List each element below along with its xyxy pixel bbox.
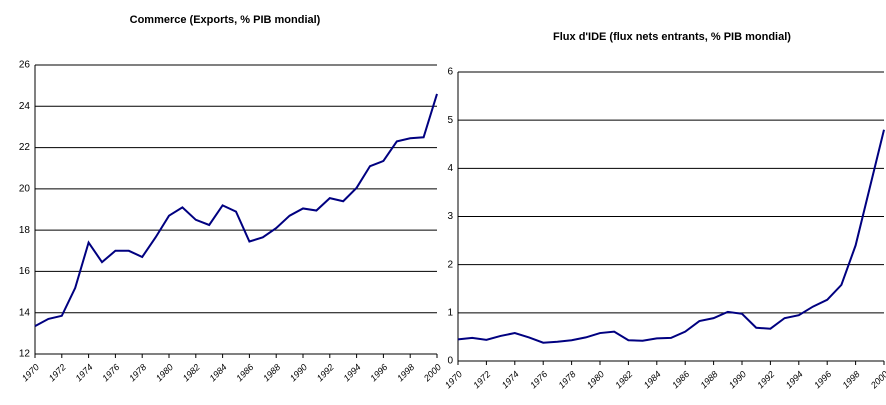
x-tick-label: 1978 bbox=[556, 369, 577, 390]
x-tick-label: 1974 bbox=[500, 369, 521, 390]
x-tick-label: 2000 bbox=[868, 369, 886, 391]
x-tick-label: 1980 bbox=[154, 362, 175, 383]
x-tick-label: 1970 bbox=[20, 362, 41, 383]
x-tick-label: 1972 bbox=[471, 369, 492, 390]
y-tick-label: 20 bbox=[19, 183, 31, 194]
y-tick-label: 4 bbox=[447, 163, 453, 174]
x-tick-label: 1972 bbox=[47, 362, 68, 383]
x-tick-label: 1982 bbox=[613, 369, 634, 390]
data-line bbox=[34, 93, 438, 328]
y-tick-label: 5 bbox=[447, 115, 453, 126]
x-tick-label: 1990 bbox=[727, 369, 748, 390]
y-tick-label: 14 bbox=[19, 307, 31, 318]
x-tick-label: 1984 bbox=[207, 362, 228, 383]
x-tick-label: 1996 bbox=[812, 369, 833, 390]
x-tick-label: 1986 bbox=[234, 362, 255, 383]
y-tick-label: 18 bbox=[19, 225, 31, 236]
x-tick-label: 1978 bbox=[127, 362, 148, 383]
y-tick-label: 3 bbox=[447, 211, 453, 222]
x-tick-label: 1980 bbox=[585, 369, 606, 390]
y-tick-label: 26 bbox=[19, 60, 31, 71]
x-tick-label: 1986 bbox=[670, 369, 691, 390]
x-tick-label: 1976 bbox=[100, 362, 121, 383]
chart-title: Flux d'IDE (flux nets entrants, % PIB mo… bbox=[553, 31, 791, 43]
x-tick-label: 1996 bbox=[368, 362, 389, 383]
x-tick-label: 2000 bbox=[421, 362, 443, 384]
y-tick-label: 22 bbox=[19, 142, 31, 153]
y-tick-label: 16 bbox=[19, 266, 31, 277]
x-tick-label: 1990 bbox=[288, 362, 309, 383]
y-tick-label: 24 bbox=[19, 101, 31, 112]
x-tick-label: 1970 bbox=[443, 369, 464, 390]
x-tick-label: 1992 bbox=[755, 369, 776, 390]
x-tick-label: 1994 bbox=[784, 369, 805, 390]
x-tick-label: 1998 bbox=[395, 362, 416, 383]
y-tick-label: 6 bbox=[447, 67, 453, 78]
x-tick-label: 1988 bbox=[261, 362, 282, 383]
y-tick-label: 1 bbox=[447, 307, 453, 318]
x-tick-label: 1988 bbox=[698, 369, 719, 390]
x-tick-label: 1976 bbox=[528, 369, 549, 390]
data-line bbox=[457, 129, 885, 344]
y-tick-label: 2 bbox=[447, 259, 453, 270]
x-tick-label: 1982 bbox=[181, 362, 202, 383]
x-tick-label: 1974 bbox=[73, 362, 94, 383]
x-tick-label: 1998 bbox=[840, 369, 861, 390]
x-tick-label: 1992 bbox=[315, 362, 336, 383]
y-tick-label: 0 bbox=[447, 356, 453, 367]
y-tick-label: 12 bbox=[19, 349, 31, 360]
x-tick-label: 1994 bbox=[341, 362, 362, 383]
x-tick-label: 1984 bbox=[642, 369, 663, 390]
chart-title: Commerce (Exports, % PIB mondial) bbox=[130, 14, 321, 26]
